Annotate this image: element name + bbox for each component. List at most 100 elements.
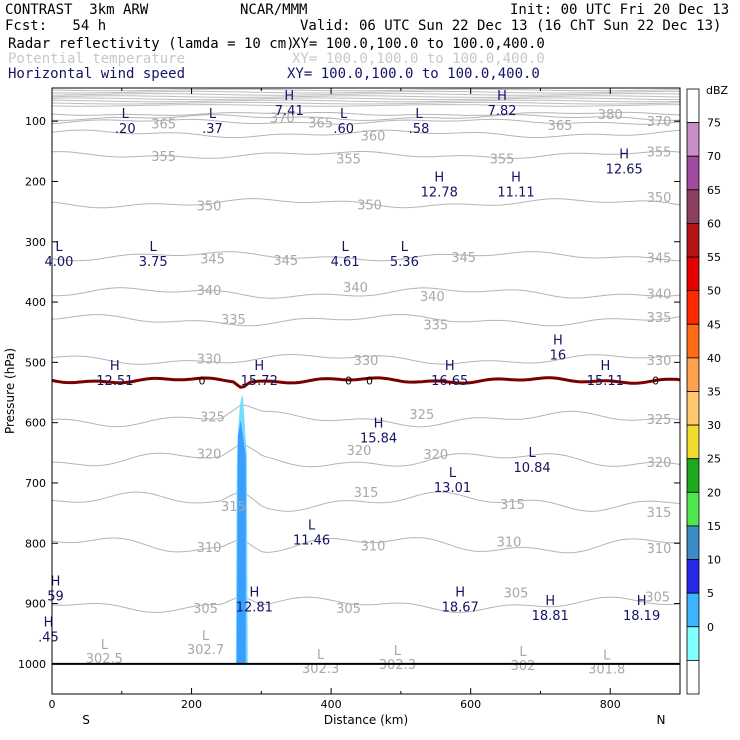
theta-label: 325 [200,411,225,426]
wind-extremum-value: 12.78 [421,185,458,200]
x-tick-label: 0 [49,698,56,711]
y-tick-label: 200 [25,175,46,188]
wind-extremum-value: .20 [115,122,136,137]
wind-extremum-value: 10.84 [513,461,550,476]
colorbar-bin [686,122,700,157]
colorbar-bin [686,155,700,191]
colorbar-label: 45 [707,318,721,331]
theta-label: 370 [647,115,672,130]
y-tick-label: 600 [25,417,46,430]
theta-label: 320 [197,447,222,462]
wind-extremum-value: 3.75 [139,255,168,270]
wind-extremum-value: 7.82 [488,104,517,119]
theta-label: 345 [647,251,672,266]
theta-label: 345 [273,254,298,269]
wind-extremum-value: 7.41 [275,104,304,119]
colorbar-bin [686,223,700,258]
wind-extremum-marker: H [110,359,120,374]
wind-extremum-value: 5.36 [390,255,419,270]
theta-contour-365 [51,118,681,125]
theta-extremum-marker: L [202,629,210,644]
colorbar-bin [686,491,700,527]
theta-label: 355 [151,150,176,165]
wind-extremum-marker: H [511,170,521,185]
wind-extremum-marker: L [528,446,536,461]
wind-extremum-value: 18.67 [442,600,479,615]
colorbar-bin [686,458,700,493]
wind-extremum-marker: H [637,594,647,609]
colorbar-title: dBZ [706,84,729,97]
colorbar-label: 50 [707,285,721,298]
colorbar-label: 60 [707,217,721,230]
upper-theta-line [51,101,681,105]
freezing-label: 0 [366,374,373,387]
colorbar-label: 35 [707,386,721,399]
theta-extremum-value: 301.8 [588,663,625,678]
wind-extremum-marker: H [545,594,555,609]
wind-extremum-value: 16.65 [431,374,468,389]
upper-theta-line [51,104,681,107]
y-tick-label: 900 [25,598,46,611]
colorbar-bin [686,256,700,292]
wind-extremum-marker: L [341,240,349,255]
field-xy-theta: XY= 100.0,100.0 to 100.0,400.0 [292,51,545,67]
upper-theta-line [51,97,680,101]
theta-label: 370 [270,112,295,127]
colorbar-bin [686,88,700,124]
theta-label: 355 [336,153,361,168]
reflectivity-inner [236,420,246,664]
theta-label: 355 [490,153,515,168]
theta-contour-315 [51,490,681,512]
wind-extremum-marker: H [44,615,54,630]
theta-contour-330 [51,354,681,365]
theta-label: 305 [193,602,218,617]
wind-extremum-value: 18.81 [532,609,569,624]
upper-theta-line [51,99,681,103]
theta-extremum-value: 302 [511,659,536,674]
wind-extremum-value: 4.00 [45,255,74,270]
theta-label: 335 [221,313,246,328]
colorbar-label: 10 [707,554,721,567]
colorbar-label: 5 [707,587,714,600]
y-tick-label: 100 [25,115,46,128]
y-tick-label: 300 [25,236,46,249]
theta-label: 365 [151,118,176,133]
theta-label: 335 [647,311,672,326]
theta-label: 320 [423,448,448,463]
theta-extremum-value: 302.3 [302,662,339,677]
wind-extremum-marker: L [209,107,217,122]
upper-theta-bundle [51,88,681,107]
wind-extremum-value: 15.11 [587,374,624,389]
x-end-label-right: N [657,713,666,727]
theta-label: 355 [647,145,672,160]
theta-label: 330 [647,354,672,369]
wind-extremum-value: 13.01 [434,481,471,496]
theta-label: 315 [647,506,672,521]
y-tick-label: 800 [25,537,46,550]
theta-label: 345 [200,253,225,268]
theta-label: 380 [598,108,623,123]
theta-label: 325 [409,408,434,423]
theta-label: 310 [361,540,386,555]
colorbar-bin [686,559,700,594]
colorbar-bin [686,626,700,661]
forecast-hour: Fcst: 54 h [5,18,107,34]
colorbar-bin [686,357,700,392]
theta-label: 345 [451,251,476,266]
colorbar-bin [686,189,700,224]
freezing-label: 0 [199,374,206,387]
theta-label: 315 [354,486,379,501]
wind-extremum-value: 18.19 [623,609,660,624]
theta-label: 305 [645,590,670,605]
y-tick-label: 400 [25,296,46,309]
theta-extremum-value: 302.7 [187,643,224,658]
theta-label: 340 [343,281,368,296]
theta-extremum-marker: L [101,638,109,653]
reflectivity-core [235,395,248,664]
wind-extremum-marker: L [308,518,316,533]
wind-extremum-marker: H [497,89,507,104]
plot-frame [51,87,681,695]
